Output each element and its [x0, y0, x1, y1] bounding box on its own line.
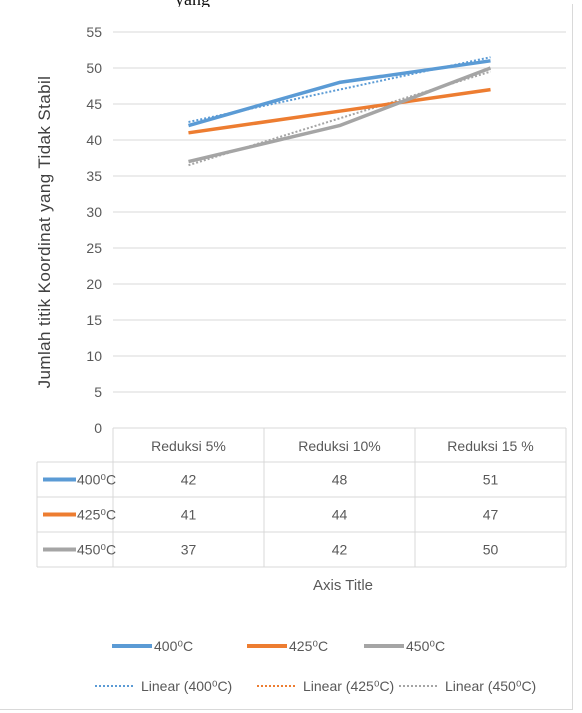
data-value-label: 50 — [483, 542, 499, 558]
y-tick-label: 35 — [86, 168, 102, 184]
x-axis-label: Axis Title — [313, 577, 373, 594]
gridlines — [113, 31, 566, 393]
y-tick-label: 25 — [86, 240, 102, 256]
table-series-name: 450⁰C — [77, 542, 116, 558]
y-tick-label: 45 — [86, 96, 102, 112]
y-axis-ticks: 0 5 10 15 20 25 30 35 40 45 50 55 — [86, 24, 102, 436]
y-tick-label: 0 — [94, 420, 102, 436]
y-tick-label: 50 — [86, 60, 102, 76]
table-series-name: 400⁰C — [77, 472, 116, 488]
data-table: Reduksi 5% Reduksi 10% Reduksi 15 % 400⁰C 42… — [36, 427, 567, 568]
series-line-1 — [188, 87, 491, 135]
legend-trend-label: Linear (450⁰C) — [445, 678, 536, 694]
data-value-label: 44 — [332, 507, 348, 523]
legend: 400⁰C 425⁰C 450⁰C Linear (400⁰C) Linear (425… — [95, 638, 536, 694]
data-value-label: 51 — [483, 472, 499, 488]
x-tick-label: Reduksi 5% — [151, 438, 226, 454]
snippet-text: yang — [175, 0, 210, 7]
y-tick-label: 5 — [94, 384, 102, 400]
data-value-label: 42 — [332, 542, 348, 558]
y-tick-label: 40 — [86, 132, 102, 148]
data-value-label: 48 — [332, 472, 348, 488]
y-tick-label: 15 — [86, 312, 102, 328]
y-tick-label: 55 — [86, 24, 102, 40]
x-tick-label: Reduksi 15 % — [447, 438, 533, 454]
y-tick-label: 20 — [86, 276, 102, 292]
table-series-name: 425⁰C — [77, 507, 116, 523]
series-lines — [188, 59, 492, 164]
y-tick-label: 30 — [86, 204, 102, 220]
x-tick-label: Reduksi 10% — [298, 438, 381, 454]
legend-trend-label: Linear (425⁰C) — [303, 678, 394, 694]
legend-label: 425⁰C — [289, 638, 328, 654]
data-value-label: 42 — [181, 472, 197, 488]
top-text-fragment: yang — [0, 0, 582, 7]
legend-label: 450⁰C — [406, 638, 445, 654]
legend-trend-label: Linear (400⁰C) — [141, 678, 232, 694]
y-tick-label: 10 — [86, 348, 102, 364]
chart-frame — [0, 4, 573, 710]
data-value-label: 47 — [483, 507, 499, 523]
legend-label: 400⁰C — [154, 638, 193, 654]
series-line-0 — [188, 59, 491, 128]
data-value-label: 37 — [181, 542, 197, 558]
series-line-2 — [188, 66, 492, 164]
data-value-label: 41 — [181, 507, 197, 523]
y-axis-label: Jumlah titik Koordinat yang Tidak Stabil — [35, 76, 54, 389]
